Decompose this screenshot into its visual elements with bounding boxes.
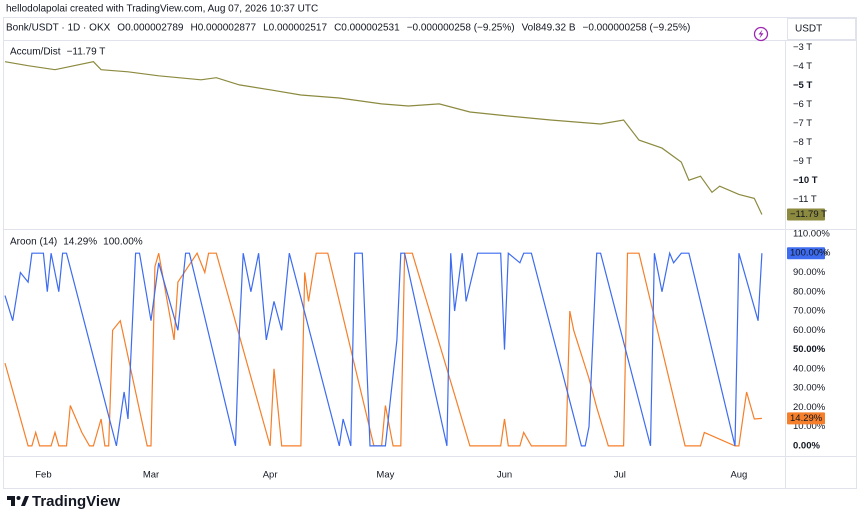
price-tag bbox=[787, 247, 825, 260]
symbol-field: Vol849.32 B bbox=[522, 23, 576, 34]
symbol-field: C0.000002531 bbox=[334, 23, 400, 34]
y-tick-label: 80.00% bbox=[793, 286, 826, 297]
y-tick-label: −7 T bbox=[793, 118, 812, 129]
x-tick-label: Mar bbox=[143, 470, 159, 481]
y-tick-label: −10 T bbox=[793, 175, 818, 186]
currency-button[interactable] bbox=[787, 18, 856, 40]
lightning-icon[interactable] bbox=[753, 26, 769, 42]
y-tick-label: 0.00% bbox=[793, 440, 820, 451]
symbol-field: −0.000000258 (−9.25%) bbox=[407, 23, 515, 34]
price-tag bbox=[787, 412, 825, 425]
series-line bbox=[4, 61, 763, 215]
price-tag-label: 14.29% bbox=[790, 413, 823, 424]
brand: TradingView bbox=[32, 493, 120, 510]
x-tick-label: Feb bbox=[35, 470, 51, 481]
x-tick-label: Aug bbox=[730, 470, 747, 481]
y-tick-label: −5 T bbox=[793, 80, 812, 91]
y-tick-label: 40.00% bbox=[793, 363, 826, 374]
y-tick-label: 70.00% bbox=[793, 306, 826, 317]
symbol-field: O0.000002789 bbox=[117, 23, 184, 34]
price-tag-label: −11.79 T bbox=[790, 209, 827, 220]
y-tick-label: −11 T bbox=[793, 194, 817, 205]
y-tick-label: −8 T bbox=[793, 137, 812, 148]
y-tick-label: 110.00% bbox=[793, 228, 830, 239]
x-tick-label: Apr bbox=[263, 470, 278, 481]
credit: hellodolapolai created with TradingView.… bbox=[6, 4, 318, 15]
legend-value: 14.29% bbox=[63, 237, 97, 248]
y-tick-label: −9 T bbox=[793, 156, 812, 167]
y-tick-label: −4 T bbox=[793, 61, 812, 72]
price-tag bbox=[787, 208, 825, 221]
chart-frame bbox=[3, 17, 857, 489]
symbol-line: Bonk/USDT · 1D · OKX O0.000002789 H0.00000… bbox=[6, 23, 690, 34]
y-tick-label: −3 T bbox=[793, 42, 812, 53]
legend-title: Aroon (14) bbox=[10, 237, 57, 248]
x-tick-label: Jul bbox=[614, 470, 626, 481]
series-line bbox=[4, 251, 762, 447]
brand-logo bbox=[7, 496, 29, 506]
y-tick-label: 30.00% bbox=[793, 383, 826, 394]
x-tick-label: Jun bbox=[497, 470, 512, 481]
series-line bbox=[4, 251, 763, 447]
y-tick-label: 20.00% bbox=[793, 402, 826, 413]
y-tick-label: 90.00% bbox=[793, 267, 826, 278]
legend-title: Accum/Dist bbox=[10, 47, 61, 58]
legend-value: 100.00% bbox=[103, 237, 143, 248]
symbol-field: Bonk/USDT · 1D · OKX bbox=[6, 23, 111, 34]
legend-value: −11.79 T bbox=[67, 47, 106, 58]
price-tag-label: 100.00% bbox=[790, 248, 828, 259]
symbol-field: L0.000002517 bbox=[263, 23, 327, 34]
y-tick-label: 50.00% bbox=[793, 344, 826, 355]
y-tick-label: 10.00% bbox=[793, 421, 826, 432]
x-tick-label: May bbox=[376, 470, 394, 481]
currency[interactable]: USDT bbox=[795, 24, 822, 35]
y-tick-label: −6 T bbox=[793, 99, 812, 110]
symbol-field: H0.000002877 bbox=[190, 23, 256, 34]
symbol-field: −0.000000258 (−9.25%) bbox=[583, 23, 691, 34]
y-tick-label: 60.00% bbox=[793, 325, 826, 336]
